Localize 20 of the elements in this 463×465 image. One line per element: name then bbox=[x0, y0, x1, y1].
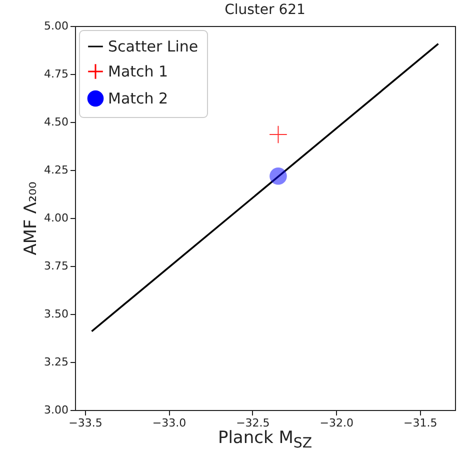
y-tick-label: 4.00 bbox=[44, 212, 68, 224]
y-tick-label: 3.50 bbox=[44, 308, 68, 320]
legend-label: Match 1 bbox=[108, 62, 168, 80]
x-tick-label: −32.0 bbox=[320, 416, 354, 430]
y-tick-label: 4.75 bbox=[44, 68, 68, 80]
y-tick-label: 3.25 bbox=[44, 356, 68, 368]
legend-label: Scatter Line bbox=[108, 38, 198, 56]
x-tick-label: −33.5 bbox=[68, 416, 102, 430]
y-tick-label: 5.00 bbox=[44, 20, 68, 32]
x-tick-label: −32.5 bbox=[236, 416, 270, 430]
x-axis-title: Planck M$_{SZ}$ bbox=[216, 428, 314, 452]
x-tick-label: −31.5 bbox=[403, 416, 438, 430]
y-tick-label: 4.50 bbox=[44, 116, 68, 128]
legend-label: Match 2 bbox=[108, 90, 168, 108]
y-axis-title: AMF Λ₂₀₀ bbox=[21, 182, 42, 256]
y-tick-label: 4.25 bbox=[44, 164, 68, 176]
y-tick-label: 3.75 bbox=[44, 260, 68, 272]
y-tick-label: 3.00 bbox=[44, 404, 68, 416]
x-tick-label: −33.0 bbox=[152, 416, 186, 430]
chart-title: Cluster 621 bbox=[224, 2, 306, 18]
